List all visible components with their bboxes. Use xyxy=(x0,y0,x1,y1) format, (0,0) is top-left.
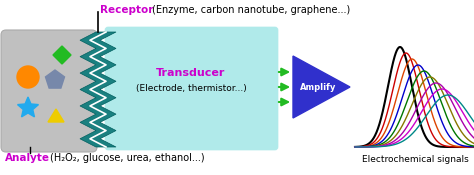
Polygon shape xyxy=(48,109,64,122)
Text: (H₂O₂, glucose, urea, ethanol...): (H₂O₂, glucose, urea, ethanol...) xyxy=(50,153,205,163)
Text: Amplify: Amplify xyxy=(300,82,336,92)
Text: (Enzyme, carbon nanotube, graphene...): (Enzyme, carbon nanotube, graphene...) xyxy=(152,5,350,15)
FancyBboxPatch shape xyxy=(105,27,278,150)
FancyBboxPatch shape xyxy=(1,30,97,152)
Polygon shape xyxy=(18,97,38,117)
Text: Electrochemical signals: Electrochemical signals xyxy=(362,155,468,164)
Text: Receptor: Receptor xyxy=(100,5,154,15)
Polygon shape xyxy=(293,56,350,118)
Text: Analyte: Analyte xyxy=(5,153,50,163)
Text: (Electrode, thermistor...): (Electrode, thermistor...) xyxy=(136,83,246,93)
Text: Transducer: Transducer xyxy=(156,68,226,78)
Polygon shape xyxy=(80,32,116,147)
Polygon shape xyxy=(46,70,64,88)
Polygon shape xyxy=(53,46,71,64)
Circle shape xyxy=(17,66,39,88)
